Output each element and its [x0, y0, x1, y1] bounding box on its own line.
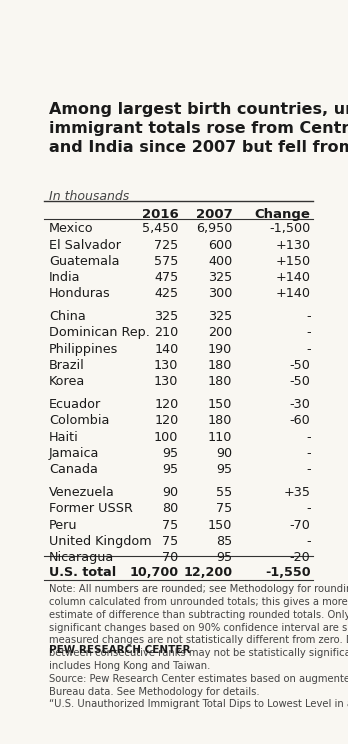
Text: -: - [306, 464, 310, 476]
Text: Ecuador: Ecuador [49, 398, 101, 411]
Text: +140: +140 [276, 287, 310, 301]
Text: +130: +130 [275, 239, 310, 251]
Text: 325: 325 [208, 271, 232, 284]
Text: 80: 80 [162, 502, 178, 516]
Text: -20: -20 [290, 551, 310, 564]
Text: -30: -30 [290, 398, 310, 411]
Text: 130: 130 [154, 359, 178, 372]
Text: 110: 110 [208, 431, 232, 443]
Text: 5,450: 5,450 [142, 222, 178, 235]
Text: 600: 600 [208, 239, 232, 251]
Text: Canada: Canada [49, 464, 98, 476]
Text: 180: 180 [208, 376, 232, 388]
Text: 75: 75 [216, 502, 232, 516]
Text: Philippines: Philippines [49, 343, 118, 356]
Text: Jamaica: Jamaica [49, 447, 99, 460]
Text: 2007: 2007 [196, 208, 232, 221]
Text: 2016: 2016 [142, 208, 178, 221]
Text: +150: +150 [275, 255, 310, 268]
Text: Among largest birth countries, unauthorized
immigrant totals rose from Central A: Among largest birth countries, unauthori… [49, 102, 348, 155]
Text: -1,500: -1,500 [269, 222, 310, 235]
Text: -: - [306, 447, 310, 460]
Text: Honduras: Honduras [49, 287, 111, 301]
Text: -50: -50 [290, 359, 310, 372]
Text: Nicaragua: Nicaragua [49, 551, 114, 564]
Text: -: - [306, 327, 310, 339]
Text: 325: 325 [154, 310, 178, 323]
Text: 55: 55 [216, 486, 232, 499]
Text: Note: All numbers are rounded; see Methodology for rounding rules. Change
column: Note: All numbers are rounded; see Metho… [49, 584, 348, 710]
Text: 95: 95 [162, 464, 178, 476]
Text: 100: 100 [154, 431, 178, 443]
Text: -60: -60 [290, 414, 310, 427]
Text: 400: 400 [208, 255, 232, 268]
Text: El Salvador: El Salvador [49, 239, 121, 251]
Text: 6,950: 6,950 [196, 222, 232, 235]
Text: 575: 575 [154, 255, 178, 268]
Text: United Kingdom: United Kingdom [49, 535, 151, 548]
Text: 75: 75 [162, 535, 178, 548]
Text: 200: 200 [208, 327, 232, 339]
Text: Dominican Rep.: Dominican Rep. [49, 327, 150, 339]
Text: 475: 475 [154, 271, 178, 284]
Text: Peru: Peru [49, 519, 77, 532]
Text: Mexico: Mexico [49, 222, 94, 235]
Text: 300: 300 [208, 287, 232, 301]
Text: In thousands: In thousands [49, 190, 129, 203]
Text: 85: 85 [216, 535, 232, 548]
Text: 180: 180 [208, 414, 232, 427]
Text: 120: 120 [154, 414, 178, 427]
Text: 425: 425 [154, 287, 178, 301]
Text: 325: 325 [208, 310, 232, 323]
Text: PEW RESEARCH CENTER: PEW RESEARCH CENTER [49, 645, 190, 655]
Text: -: - [306, 310, 310, 323]
Text: China: China [49, 310, 86, 323]
Text: Guatemala: Guatemala [49, 255, 119, 268]
Text: 95: 95 [216, 551, 232, 564]
Text: 95: 95 [216, 464, 232, 476]
Text: 180: 180 [208, 359, 232, 372]
Text: -1,550: -1,550 [265, 566, 310, 579]
Text: 12,200: 12,200 [183, 566, 232, 579]
Text: Haiti: Haiti [49, 431, 79, 443]
Text: Former USSR: Former USSR [49, 502, 133, 516]
Text: 90: 90 [216, 447, 232, 460]
Text: -: - [306, 535, 310, 548]
Text: +35: +35 [284, 486, 310, 499]
Text: India: India [49, 271, 80, 284]
Text: 120: 120 [154, 398, 178, 411]
Text: 95: 95 [162, 447, 178, 460]
Text: +140: +140 [276, 271, 310, 284]
Text: 190: 190 [208, 343, 232, 356]
Text: U.S. total: U.S. total [49, 566, 116, 579]
Text: Colombia: Colombia [49, 414, 109, 427]
Text: 150: 150 [208, 519, 232, 532]
Text: -: - [306, 343, 310, 356]
Text: 75: 75 [162, 519, 178, 532]
Text: 210: 210 [154, 327, 178, 339]
Text: -: - [306, 502, 310, 516]
Text: 10,700: 10,700 [129, 566, 178, 579]
Text: 90: 90 [162, 486, 178, 499]
Text: Brazil: Brazil [49, 359, 85, 372]
Text: Change: Change [255, 208, 310, 221]
Text: 140: 140 [154, 343, 178, 356]
Text: -: - [306, 431, 310, 443]
Text: 70: 70 [162, 551, 178, 564]
Text: -70: -70 [290, 519, 310, 532]
Text: 130: 130 [154, 376, 178, 388]
Text: Korea: Korea [49, 376, 85, 388]
Text: Venezuela: Venezuela [49, 486, 114, 499]
Text: 150: 150 [208, 398, 232, 411]
Text: 725: 725 [154, 239, 178, 251]
Text: -50: -50 [290, 376, 310, 388]
